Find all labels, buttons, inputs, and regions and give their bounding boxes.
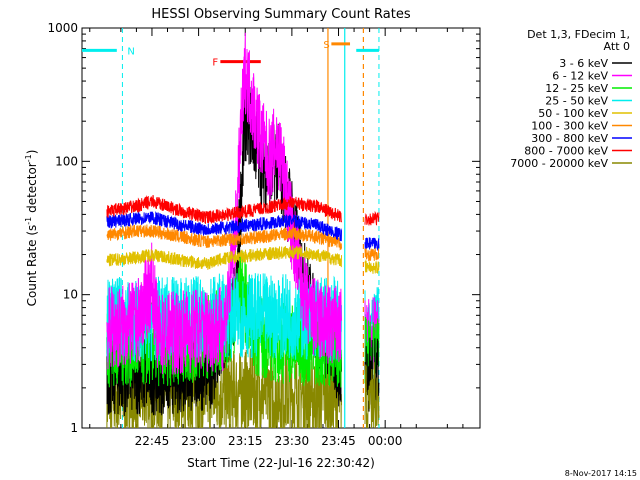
legend-header-line1: Det 1,3, FDecim 1,: [527, 28, 630, 41]
annotation-label: F: [212, 58, 218, 69]
series-line-segment2: [364, 248, 380, 262]
chart-title: HESSI Observing Summary Count Rates: [151, 7, 410, 22]
legend-label: 800 - 7000 keV: [524, 145, 608, 158]
series-line: [106, 194, 342, 225]
series-line: [106, 210, 342, 242]
y-tick-label: 10: [63, 288, 78, 302]
legend-label: 6 - 12 keV: [552, 70, 608, 83]
y-tick-label: 100: [55, 154, 78, 168]
legend-header-line2: Att 0: [604, 40, 630, 53]
series-line: [106, 348, 342, 428]
annotation-label: S: [323, 40, 329, 51]
y-tick-label: 1: [70, 421, 78, 435]
x-tick-label: 23:00: [181, 434, 216, 448]
series-line-segment2: [364, 210, 380, 226]
x-tick-label: 22:45: [135, 434, 170, 448]
series-line: [106, 223, 342, 251]
legend-label: 3 - 6 keV: [559, 57, 608, 70]
series-line-segment2: [364, 362, 380, 428]
y-axis-label: Count Rate (s-1 detector-1): [24, 150, 39, 307]
series-layer: [106, 32, 380, 428]
footer-timestamp: 8-Nov-2017 14:15: [565, 469, 637, 478]
x-tick-label: 23:30: [275, 434, 310, 448]
annotation-label: N: [127, 46, 134, 57]
x-tick-label: 00:00: [368, 434, 403, 448]
series-line-segment2: [364, 237, 380, 252]
legend-label: 12 - 25 keV: [545, 82, 608, 95]
y-tick-label: 1000: [47, 21, 78, 35]
legend-label: 7000 - 20000 keV: [510, 157, 608, 170]
annotation-labels: N F S: [127, 40, 329, 69]
legend-label: 300 - 800 keV: [531, 132, 608, 145]
x-tick-label: 23:15: [228, 434, 263, 448]
x-tick-label: 23:45: [321, 434, 356, 448]
legend-label: 50 - 100 keV: [538, 107, 608, 120]
legend-label: 100 - 300 keV: [531, 120, 608, 133]
legend-label: 25 - 50 keV: [545, 95, 608, 108]
series-line-segment2: [364, 259, 380, 274]
x-axis-label: Start Time (22-Jul-16 22:30:42): [187, 456, 375, 470]
series-line: [106, 245, 342, 270]
series-line: [106, 32, 342, 375]
